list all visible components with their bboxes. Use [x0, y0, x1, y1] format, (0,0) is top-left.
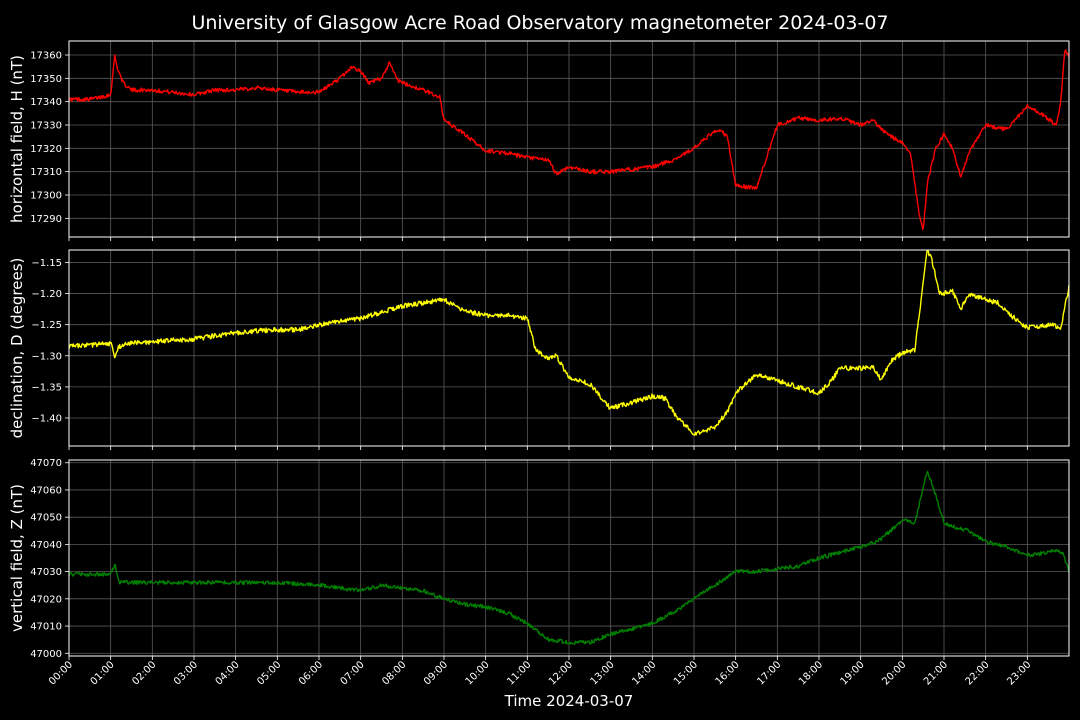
y-tick-label: 47050: [30, 513, 62, 524]
y-tick-label: −1.20: [31, 289, 62, 300]
series-line-z: [68, 470, 1070, 645]
y-tick-label: 47020: [30, 594, 62, 605]
y-axis-label: declination, D (degrees): [8, 258, 26, 439]
y-axis-label: horizontal field, H (nT): [8, 55, 26, 223]
y-tick-label: 17290: [30, 214, 62, 225]
y-tick-label: −1.40: [31, 414, 62, 425]
panel-frame: [68, 40, 1070, 238]
y-tick-label: −1.30: [31, 351, 62, 362]
y-tick-label: −1.15: [31, 258, 62, 269]
y-tick-label: 47030: [30, 567, 62, 578]
y-axis-label: vertical field, Z (nT): [8, 484, 26, 632]
y-tick-label: 17320: [30, 144, 62, 155]
y-tick-label: 17310: [30, 167, 62, 178]
series-line-d: [68, 249, 1070, 436]
y-tick-label: 47070: [30, 458, 62, 469]
y-tick-label: 17350: [30, 74, 62, 85]
panel-d: −1.40 −1.35 −1.30 −1.25 −1.20 −1.15 declinatio…: [8, 249, 1070, 450]
panel-h: 17290 17300 17310 17320 17330 17340 17350 17360…: [8, 40, 1070, 241]
y-tick-label: 47040: [30, 540, 62, 551]
y-tick-label: 17360: [30, 51, 62, 62]
series-line-h: [68, 49, 1070, 231]
y-tick-label: 17330: [30, 121, 62, 132]
y-tick-label: 47060: [30, 485, 62, 496]
y-tick-label: 17340: [30, 97, 62, 108]
y-tick-label: −1.35: [31, 382, 62, 393]
y-tick-label: 17300: [30, 191, 62, 202]
panel-frame: [68, 459, 1070, 657]
panel-frame: [68, 249, 1070, 447]
y-tick-label: 47000: [30, 649, 62, 660]
panel-z: 47000 47010 47020 47030 47040 47050 47060 47070…: [8, 458, 1070, 660]
y-tick-label: 47010: [30, 622, 62, 633]
y-tick-label: −1.25: [31, 320, 62, 331]
chart-title: University of Glasgow Acre Road Observat…: [191, 12, 888, 34]
x-axis-label: Time 2024-03-07: [504, 692, 634, 710]
